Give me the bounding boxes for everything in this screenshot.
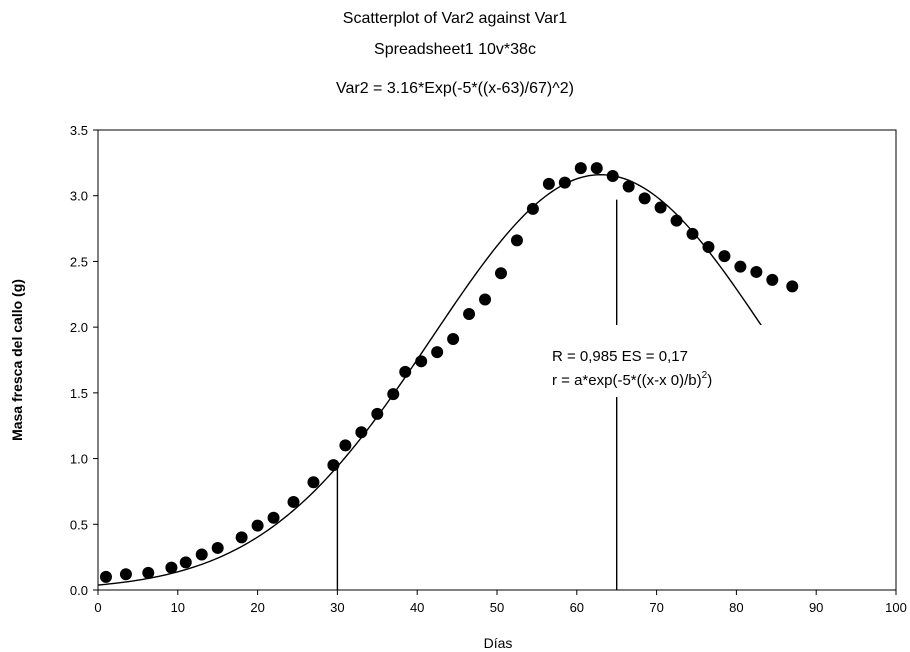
data-point: [574, 162, 587, 175]
data-point: [654, 201, 667, 214]
data-point: [211, 541, 224, 554]
y-axis-title: Masa fresca del callo (g): [9, 279, 25, 441]
data-point: [590, 162, 603, 175]
data-point: [463, 308, 476, 320]
data-point: [267, 511, 280, 524]
fit-equation: Var2 = 3.16*Exp(-5*((x-63)/67)^2): [336, 80, 574, 97]
axis-ticks: [93, 129, 897, 595]
y-tick-label: 2.5: [70, 254, 88, 269]
x-tick-label: 20: [250, 600, 264, 615]
data-point: [542, 177, 555, 190]
data-point: [371, 407, 384, 420]
data-point: [766, 273, 779, 286]
data-points: [99, 162, 799, 583]
data-point: [718, 250, 731, 263]
chart-title: Scatterplot of Var2 against Var1: [342, 10, 568, 27]
data-point: [494, 267, 507, 280]
x-tick-label: 10: [171, 600, 185, 615]
data-point: [195, 548, 208, 561]
data-point: [734, 260, 747, 273]
data-point: [510, 234, 523, 247]
x-tick-label: 40: [410, 600, 424, 615]
x-tick-label: 90: [809, 600, 823, 615]
x-tick-label: 80: [729, 600, 743, 615]
data-point: [355, 426, 368, 439]
x-tick-label: 100: [885, 600, 907, 615]
data-point: [165, 561, 178, 574]
data-point: [622, 180, 635, 193]
data-point: [251, 519, 264, 532]
data-point: [447, 332, 460, 345]
data-point: [686, 227, 699, 240]
data-point: [431, 346, 444, 359]
data-point: [606, 170, 619, 182]
y-tick-label: 3.0: [70, 189, 88, 204]
annotation-formula-sup: 2: [702, 370, 708, 381]
y-tick-label: 0.0: [70, 583, 88, 598]
data-point: [415, 355, 428, 368]
data-point: [750, 265, 763, 278]
x-tick-label: 30: [330, 600, 344, 615]
data-point: [558, 176, 571, 189]
annotation-formula-end: ): [707, 372, 712, 389]
data-point: [526, 202, 539, 215]
data-point: [142, 566, 155, 579]
data-point: [786, 280, 799, 293]
x-tick-label: 60: [570, 600, 584, 615]
data-point: [399, 365, 412, 378]
data-point: [119, 568, 132, 581]
y-tick-labels: 0.0 0.5 1.0 1.5 2.0 2.5 3.0 3.5: [70, 123, 88, 598]
data-point: [307, 476, 320, 489]
x-tick-label: 70: [649, 600, 663, 615]
data-point: [287, 495, 300, 508]
y-tick-label: 2.0: [70, 320, 88, 335]
y-tick-label: 3.5: [70, 123, 88, 138]
x-tick-labels: 0 10 20 30 40 50 60 70 80 90 100: [94, 600, 906, 615]
y-tick-label: 1.0: [70, 452, 88, 467]
y-tick-label: 0.5: [70, 517, 88, 532]
chart-subtitle: Spreadsheet1 10v*38c: [374, 41, 536, 58]
data-point: [235, 531, 248, 544]
data-point: [670, 214, 683, 227]
x-tick-label: 0: [94, 600, 101, 615]
data-point: [327, 459, 340, 472]
fit-curve: [97, 173, 793, 586]
data-point: [179, 556, 192, 569]
data-point: [339, 439, 352, 452]
data-point: [479, 293, 492, 306]
x-tick-label: 50: [490, 600, 504, 615]
annotation-stats: R = 0,985 ES = 0,17: [552, 348, 688, 365]
data-point: [638, 192, 651, 205]
x-axis-title: Días: [484, 635, 513, 651]
data-point: [99, 570, 112, 583]
annotation-formula-main: r = a*exp(-5*((x-x 0)/b): [552, 372, 702, 389]
annotation-box: [522, 325, 852, 397]
y-tick-label: 1.5: [70, 386, 88, 401]
data-point: [387, 388, 400, 401]
annotation-formula: r = a*exp(-5*((x-x 0)/b)2): [552, 370, 712, 389]
data-point: [702, 240, 715, 253]
